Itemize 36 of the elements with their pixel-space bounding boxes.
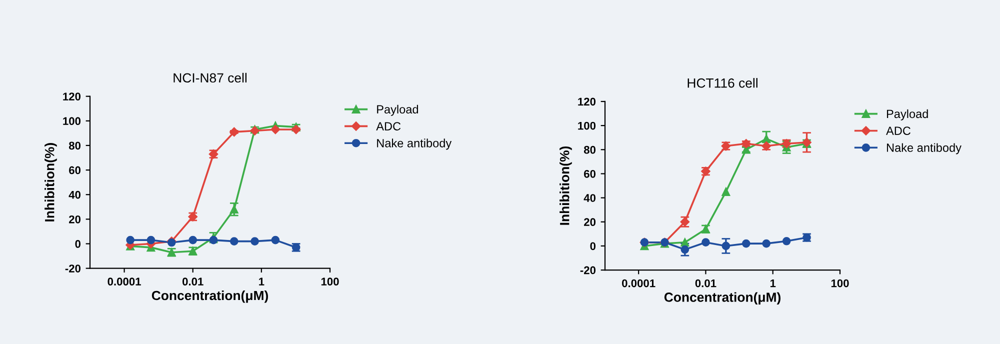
chart-title: NCI-N87 cell xyxy=(174,72,247,83)
x-tick-label: 1 xyxy=(259,278,264,286)
chart-title: HCT116 cell xyxy=(688,78,758,88)
x-tick-label: 0.0001 xyxy=(622,279,656,288)
y-axis-title: Inhibition(%) xyxy=(44,143,57,222)
y-tick-label: 60 xyxy=(584,170,596,178)
legend-label: ADC xyxy=(886,126,910,135)
y-tick-label: 80 xyxy=(584,146,596,154)
y-tick-label: -20 xyxy=(65,264,81,272)
y-tick-label: 120 xyxy=(578,98,596,106)
y-axis-title: Inhibition(%) xyxy=(560,146,572,225)
y-tick-label: 100 xyxy=(63,117,81,126)
x-tick-label: 100 xyxy=(321,278,339,286)
x-tick-label: 0.01 xyxy=(695,279,716,288)
y-tick-label: 120 xyxy=(63,92,81,100)
y-tick-label: 100 xyxy=(578,122,596,130)
y-tick-label: 60 xyxy=(69,166,81,174)
legend-label: Payload xyxy=(377,104,418,116)
y-tick-label: 20 xyxy=(69,215,81,224)
y-tick-label: 20 xyxy=(584,218,596,226)
legend-label: ADC xyxy=(376,122,401,130)
y-tick-label: 0 xyxy=(75,240,81,248)
y-tick-label: -20 xyxy=(580,266,596,274)
x-axis-title: Concentration(μM) xyxy=(664,292,780,305)
x-tick-label: 0.0001 xyxy=(108,278,141,286)
y-tick-label: 40 xyxy=(584,194,596,202)
x-tick-label: 0.01 xyxy=(182,278,204,286)
legend-label: Nake antibody xyxy=(377,138,452,150)
legend-label: Nake antibody xyxy=(886,143,962,154)
x-tick-label: 1 xyxy=(770,279,776,288)
legend-label: Payload xyxy=(886,109,928,120)
y-tick-label: 0 xyxy=(590,242,596,250)
y-tick-label: 80 xyxy=(68,142,81,150)
x-axis-title: Concentration(μM) xyxy=(152,290,268,303)
x-tick-label: 100 xyxy=(831,279,849,288)
y-tick-label: 40 xyxy=(68,190,81,199)
